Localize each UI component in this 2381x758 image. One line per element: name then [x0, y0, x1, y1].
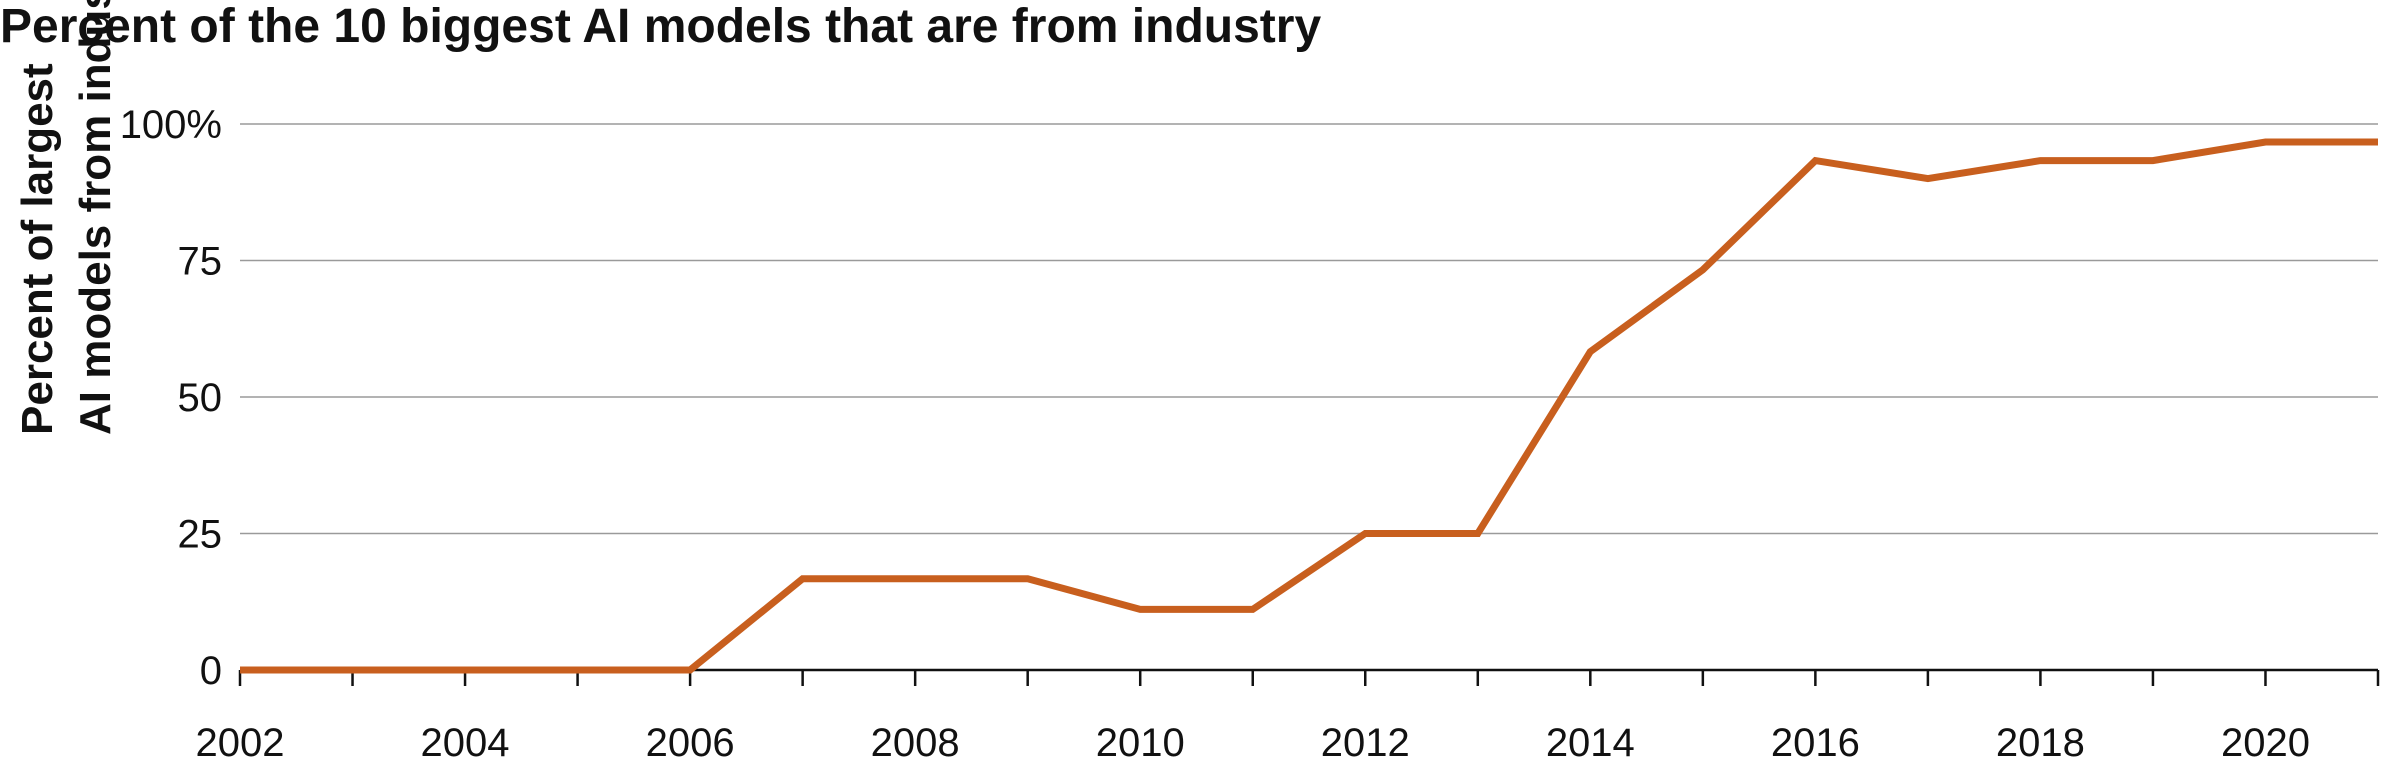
x-tick-label-2012: 2012 — [1321, 721, 1410, 758]
x-tick-label-2004: 2004 — [421, 721, 510, 758]
x-tick-label-2010: 2010 — [1096, 721, 1185, 758]
y-axis-label-line-1: Percent of largest — [13, 63, 62, 435]
y-axis-label-line-2: AI models from industry — [71, 0, 120, 435]
x-tick-labels: 2002 2004 2006 2008 2010 2012 2014 2016 2018 2020 — [196, 721, 2310, 758]
y-axis-label: Percent of largest AI models from indust… — [13, 0, 120, 435]
x-tick-label-2008: 2008 — [871, 721, 960, 758]
x-tick-label-2014: 2014 — [1546, 721, 1635, 758]
x-tick-label-2020: 2020 — [2221, 721, 2310, 758]
chart-title: Percent of the 10 biggest AI models that… — [0, 0, 1321, 53]
y-tick-label-50: 50 — [178, 376, 223, 420]
series-line-0 — [240, 138, 2378, 674]
y-tick-label-100: 100% — [120, 103, 222, 147]
x-tick-label-2016: 2016 — [1771, 721, 1860, 758]
x-tick-label-2006: 2006 — [646, 721, 735, 758]
y-tick-labels: 0 25 50 75 100% — [120, 103, 222, 693]
y-tick-label-25: 25 — [178, 513, 223, 557]
y-tick-label-75: 75 — [178, 240, 223, 284]
x-tick-label-2002: 2002 — [196, 721, 285, 758]
gridlines — [240, 123, 2378, 535]
series-layer — [240, 138, 2378, 674]
y-tick-label-0: 0 — [200, 649, 222, 693]
x-tick-label-2018: 2018 — [1996, 721, 2085, 758]
